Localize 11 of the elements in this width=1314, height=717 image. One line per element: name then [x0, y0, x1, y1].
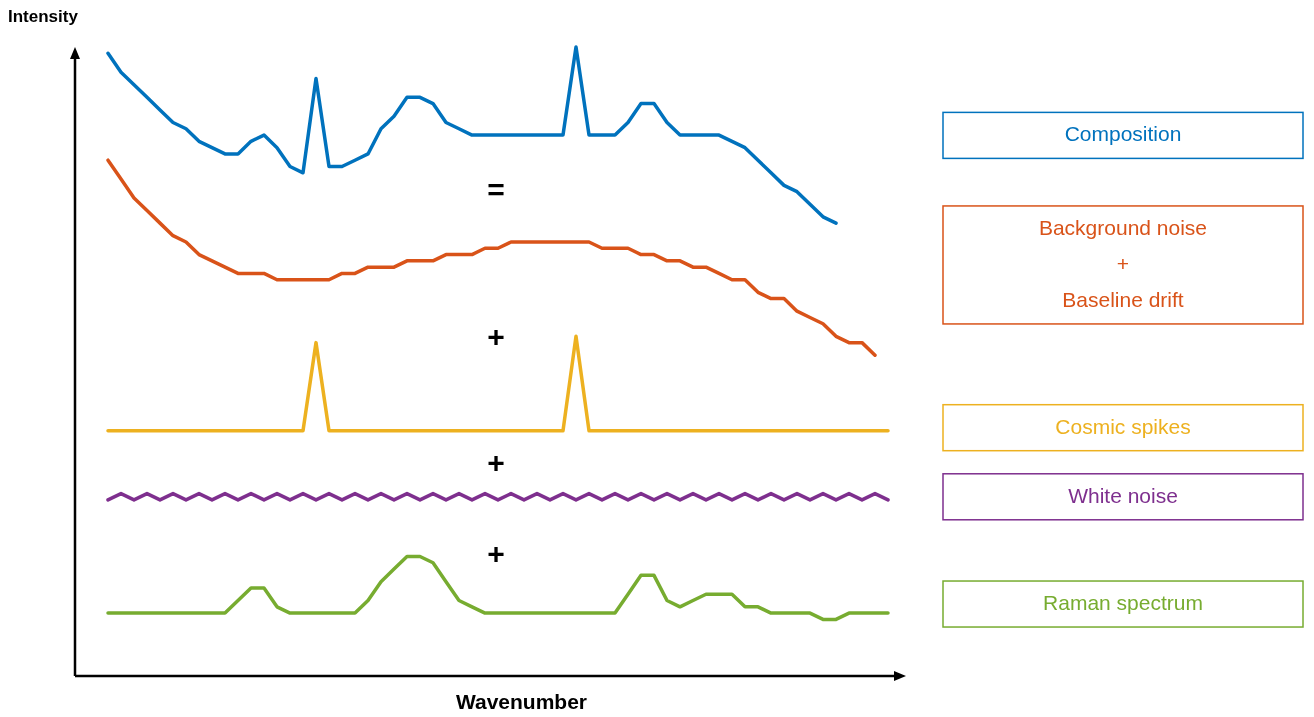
x-axis-title: Wavenumber [455, 690, 588, 713]
text: Cosmic spikes [1055, 414, 1191, 438]
text: Raman spectrum [1043, 590, 1203, 614]
y-axis-title: Intensity [8, 7, 79, 26]
annotation: + [487, 446, 505, 480]
text: White noise [1068, 483, 1178, 507]
annotation: = [487, 172, 505, 206]
text: Background noise + Baseline drift [1038, 215, 1208, 311]
annotation: + [487, 320, 505, 354]
text: Composition [1064, 121, 1182, 145]
annotation: + [487, 537, 505, 571]
